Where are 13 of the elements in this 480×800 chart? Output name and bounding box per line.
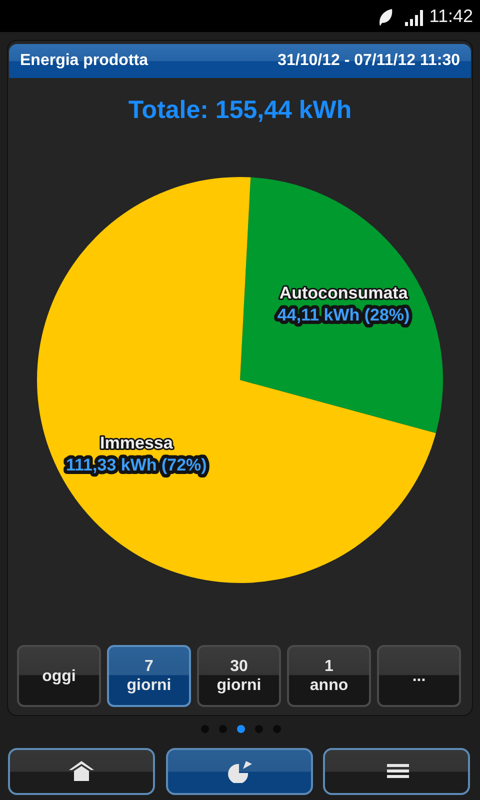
data-label: 111,33 kWh (72%)	[66, 456, 207, 475]
chart-subtitle: 31/10/12 - 07/11/12 11:30	[278, 51, 460, 71]
text: 1 anno	[287, 645, 371, 707]
data-label: 44,11 kWh (28%)	[277, 306, 410, 325]
slice-label: Immessa	[100, 434, 174, 453]
text: 30 giorni	[197, 645, 281, 707]
chart-title: Energia prodotta	[20, 51, 148, 71]
slice-label: Autoconsumata	[279, 284, 408, 303]
text: Totale: 155,44 kWh	[128, 96, 352, 124]
text: 7 giorni	[107, 645, 191, 707]
text: ...	[377, 645, 461, 707]
text: oggi	[17, 645, 101, 707]
text: 11:42	[429, 6, 473, 26]
